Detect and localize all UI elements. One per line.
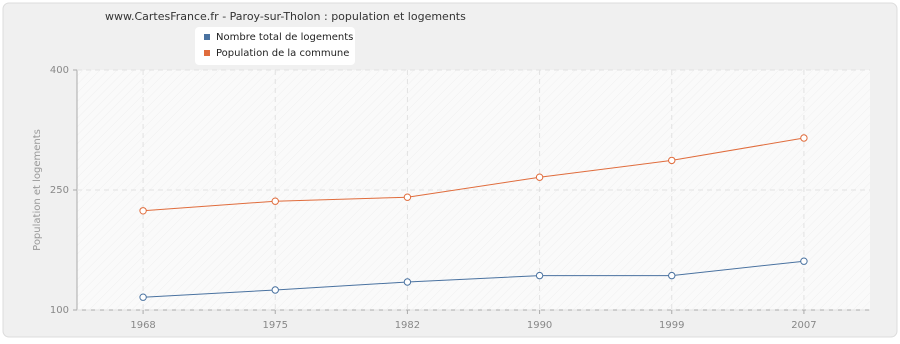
legend-label: Population de la commune — [216, 48, 349, 59]
series-line — [143, 260, 804, 298]
legend-swatch — [204, 34, 210, 40]
y-tick-label: 250 — [50, 185, 69, 196]
y-axis-label: Population et logements — [32, 129, 43, 251]
x-tick-label: 1975 — [263, 320, 288, 331]
data-point — [403, 278, 412, 286]
y-tick-label: 400 — [50, 65, 69, 76]
data-point — [668, 271, 676, 280]
data-point — [139, 207, 147, 215]
chart-title: www.CartesFrance.fr - Paroy-sur-Tholon :… — [105, 10, 466, 23]
x-tick-label: 2007 — [791, 320, 816, 331]
data-point — [139, 293, 147, 301]
series-line — [143, 137, 805, 212]
data-point — [403, 193, 412, 201]
data-point — [800, 134, 808, 142]
legend-swatch — [204, 50, 210, 56]
data-point — [668, 156, 676, 165]
x-tick-label: 1982 — [395, 320, 420, 331]
legend — [195, 27, 355, 65]
legend-label: Nombre total de logements — [216, 32, 353, 43]
y-tick-label: 100 — [50, 305, 69, 316]
data-point — [271, 286, 279, 294]
data-point — [535, 173, 544, 181]
x-tick-label: 1990 — [527, 320, 552, 331]
x-tick-label: 1968 — [130, 320, 155, 331]
data-point — [800, 257, 808, 265]
data-point — [535, 271, 544, 280]
x-tick-label: 1999 — [659, 320, 684, 331]
data-point — [271, 197, 279, 205]
